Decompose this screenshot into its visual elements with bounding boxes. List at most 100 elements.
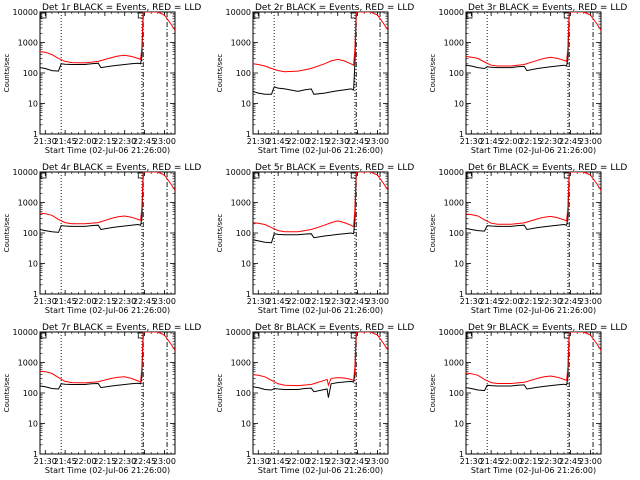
series-events-line xyxy=(40,333,144,390)
x-tick-label: 21:45 xyxy=(267,137,290,146)
plot-det-7: Det 7r BLACK = Events, RED = LLD 1 10 100 10… xyxy=(3,323,201,475)
x-axis-label: Start Time (02-Jul-06 21:26:00) xyxy=(258,466,383,475)
x-tick-label: 21:30 xyxy=(247,137,270,146)
x-tick-label: 23:00 xyxy=(579,457,602,466)
x-tick-label: 22:30 xyxy=(539,137,562,146)
plot-title: Det 8r BLACK = Events, RED = LLD xyxy=(255,323,414,333)
x-tick-label: 21:45 xyxy=(54,457,77,466)
x-tick-label: 21:45 xyxy=(480,297,503,306)
x-tick-label: 22:15 xyxy=(93,137,116,146)
y-axis-label: Counts/sec xyxy=(3,214,11,253)
series-lld-line xyxy=(466,12,601,67)
plot-data xyxy=(253,12,388,95)
x-tick-label: 23:00 xyxy=(579,297,602,306)
x-tick-label: 21:30 xyxy=(460,297,483,306)
x-tick-label: 22:45 xyxy=(346,297,369,306)
x-axis-label: Start Time (02-Jul-06 21:26:00) xyxy=(471,466,596,475)
plot-title: Det 7r BLACK = Events, RED = LLD xyxy=(42,323,201,333)
y-tick-label: 100 xyxy=(449,389,464,398)
series-events-line xyxy=(253,13,357,95)
x-tick-label: 21:45 xyxy=(480,137,503,146)
y-tick-label: 1 xyxy=(33,290,38,299)
plot-data xyxy=(40,12,175,72)
plot-data xyxy=(466,172,601,232)
y-axis-label: Counts/sec xyxy=(3,374,11,413)
y-tick-label: 100 xyxy=(23,389,38,398)
x-tick-label: 22:45 xyxy=(133,137,156,146)
x-tick-label: 22:30 xyxy=(539,457,562,466)
y-tick-label: 1000 xyxy=(18,199,38,208)
x-tick-label: 22:45 xyxy=(133,457,156,466)
x-tick-label: 21:30 xyxy=(34,457,57,466)
plot-title: Det 3r BLACK = Events, RED = LLD xyxy=(468,3,627,13)
series-events-line xyxy=(466,173,570,232)
y-axis-label: Counts/sec xyxy=(3,54,11,93)
x-tick-label: 22:30 xyxy=(113,457,136,466)
x-axis-label: Start Time (02-Jul-06 21:26:00) xyxy=(258,306,383,315)
y-tick-label: 1000 xyxy=(18,39,38,48)
y-tick-label: 100 xyxy=(23,229,38,238)
corner-marker xyxy=(253,332,260,339)
y-tick-label: 1 xyxy=(246,450,251,459)
y-tick-label: 10 xyxy=(241,100,251,109)
series-lld-line xyxy=(466,172,601,225)
plot-data xyxy=(40,332,175,390)
x-tick-label: 23:00 xyxy=(153,297,176,306)
y-axis-label: Counts/sec xyxy=(216,374,224,413)
series-events-line xyxy=(40,13,144,72)
x-tick-label: 22:30 xyxy=(326,137,349,146)
x-tick-label: 21:45 xyxy=(54,297,77,306)
plot-title: Det 4r BLACK = Events, RED = LLD xyxy=(42,163,201,173)
x-axis-label: Start Time (02-Jul-06 21:26:00) xyxy=(45,466,170,475)
y-tick-label: 10000 xyxy=(439,8,464,17)
y-tick-label: 1000 xyxy=(231,359,251,368)
x-tick-label: 22:15 xyxy=(519,297,542,306)
plot-det-5: Det 5r BLACK = Events, RED = LLD 1 10 100 10… xyxy=(216,163,414,315)
y-tick-label: 100 xyxy=(449,69,464,78)
y-tick-label: 1 xyxy=(246,130,251,139)
y-axis-label: Counts/sec xyxy=(216,54,224,93)
x-tick-label: 22:00 xyxy=(286,137,309,146)
y-tick-label: 1000 xyxy=(18,359,38,368)
x-tick-label: 23:00 xyxy=(579,137,602,146)
plot-data xyxy=(253,172,388,244)
y-tick-label: 10000 xyxy=(226,328,251,337)
plot-data xyxy=(466,332,601,392)
y-tick-label: 1 xyxy=(33,130,38,139)
plot-title: Det 6r BLACK = Events, RED = LLD xyxy=(468,163,627,173)
series-lld-line xyxy=(40,12,175,64)
x-tick-label: 22:30 xyxy=(326,297,349,306)
corner-marker xyxy=(253,172,260,179)
plot-data xyxy=(253,332,388,398)
series-events-line xyxy=(40,173,144,233)
x-axis-label: Start Time (02-Jul-06 21:26:00) xyxy=(471,146,596,155)
x-tick-label: 22:45 xyxy=(559,297,582,306)
y-tick-label: 10 xyxy=(454,100,464,109)
y-tick-label: 1 xyxy=(459,450,464,459)
x-axis-label: Start Time (02-Jul-06 21:26:00) xyxy=(45,146,170,155)
x-tick-label: 23:00 xyxy=(153,457,176,466)
x-tick-label: 21:45 xyxy=(480,457,503,466)
corner-marker xyxy=(40,12,47,19)
x-tick-label: 22:00 xyxy=(286,457,309,466)
series-lld-line xyxy=(40,172,175,225)
corner-marker xyxy=(40,172,47,179)
x-tick-label: 22:45 xyxy=(133,297,156,306)
x-tick-label: 22:15 xyxy=(519,137,542,146)
x-tick-label: 22:30 xyxy=(113,137,136,146)
y-tick-label: 100 xyxy=(236,389,251,398)
plot-data xyxy=(466,12,601,72)
x-tick-label: 22:30 xyxy=(326,457,349,466)
y-tick-label: 10 xyxy=(28,420,38,429)
y-tick-label: 10 xyxy=(241,420,251,429)
series-events-line xyxy=(253,333,357,398)
y-tick-label: 1000 xyxy=(444,39,464,48)
plot-det-1: Det 1r BLACK = Events, RED = LLD 1 10 100 10… xyxy=(3,3,201,155)
y-tick-label: 10 xyxy=(28,100,38,109)
series-lld-line xyxy=(253,332,388,387)
y-tick-label: 10 xyxy=(28,260,38,269)
x-axis-label: Start Time (02-Jul-06 21:26:00) xyxy=(258,146,383,155)
plot-data xyxy=(40,172,175,233)
x-tick-label: 22:30 xyxy=(539,297,562,306)
